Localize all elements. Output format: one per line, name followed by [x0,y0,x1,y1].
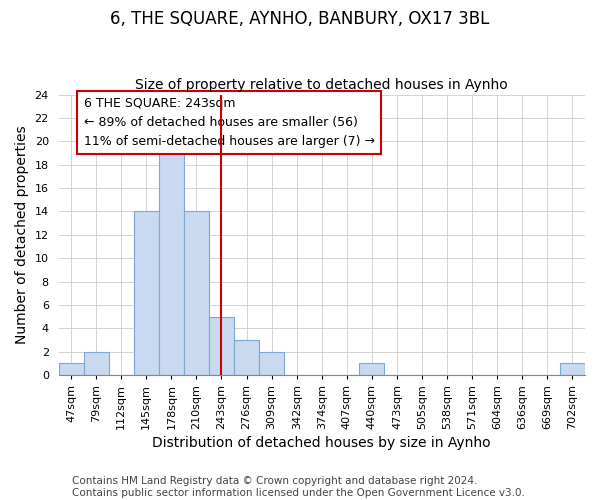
Bar [83,352,109,375]
Text: Contains HM Land Registry data © Crown copyright and database right 2024.
Contai: Contains HM Land Registry data © Crown c… [72,476,525,498]
Bar [159,142,184,375]
Bar [234,340,259,375]
Text: 6, THE SQUARE, AYNHO, BANBURY, OX17 3BL: 6, THE SQUARE, AYNHO, BANBURY, OX17 3BL [110,10,490,28]
Bar [209,316,234,375]
X-axis label: Distribution of detached houses by size in Aynho: Distribution of detached houses by size … [152,436,491,450]
Text: 6 THE SQUARE: 243sqm
← 89% of detached houses are smaller (56)
11% of semi-detac: 6 THE SQUARE: 243sqm ← 89% of detached h… [83,97,374,148]
Title: Size of property relative to detached houses in Aynho: Size of property relative to detached ho… [136,78,508,92]
Y-axis label: Number of detached properties: Number of detached properties [15,126,29,344]
Bar [560,364,585,375]
Bar [359,364,385,375]
Bar [259,352,284,375]
Bar [184,212,209,375]
Bar [134,212,159,375]
Bar [59,364,83,375]
